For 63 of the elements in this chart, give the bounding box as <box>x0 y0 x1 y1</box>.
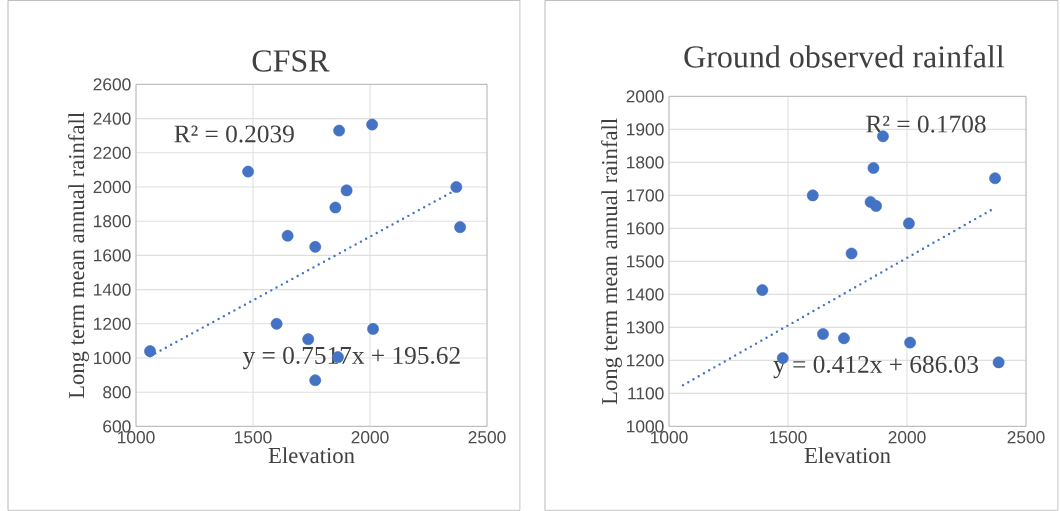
y-tick-label: 1000 <box>627 420 664 433</box>
point <box>450 181 463 193</box>
y-tick-label: 1500 <box>627 255 664 268</box>
x-tick-label: 2500 <box>1007 431 1045 444</box>
point <box>144 345 156 358</box>
y-axis-title: Long term mean annual rainfall <box>601 118 622 405</box>
x-tick-label: 1500 <box>770 431 807 444</box>
y-tick-label: 1800 <box>94 215 131 228</box>
y-tick-label: 1200 <box>627 354 664 367</box>
y-tick-label: 1200 <box>94 317 131 331</box>
y-tick-label: 1700 <box>627 189 664 202</box>
x-tick-label: 2500 <box>468 431 506 444</box>
y-tick-label: 1400 <box>94 283 131 296</box>
chart-title: CFSR <box>252 50 330 72</box>
point <box>333 124 345 137</box>
point <box>989 172 1001 185</box>
point <box>309 241 322 253</box>
y-tick-label: 1600 <box>94 249 131 262</box>
x-axis-title: Elevation <box>804 447 891 464</box>
x-tick-label: 1000 <box>118 431 155 444</box>
chart-title: Ground observed rainfall <box>684 44 1005 68</box>
point <box>329 201 342 214</box>
y-tick-label: 1800 <box>627 156 664 169</box>
y-tick-label: 1600 <box>627 222 664 235</box>
point <box>870 200 882 212</box>
x-tick-label: 2000 <box>888 431 926 444</box>
y-tick-label: 2000 <box>93 180 131 194</box>
y-tick-label: 1900 <box>627 123 664 136</box>
point <box>756 284 769 297</box>
y-tick-label: 2400 <box>93 112 131 125</box>
point <box>838 332 850 345</box>
y-tick-label: 1000 <box>94 351 131 365</box>
point <box>340 184 353 197</box>
point <box>302 333 315 346</box>
point <box>806 189 819 202</box>
point <box>367 323 379 335</box>
point <box>904 336 916 349</box>
y-axis-title: Long term mean annual rainfall <box>68 112 89 399</box>
point <box>992 356 1005 369</box>
point <box>817 328 829 340</box>
y-tick-label: 1100 <box>628 387 664 400</box>
point <box>309 374 322 387</box>
point <box>270 318 283 330</box>
y-tick-label: 2200 <box>93 146 131 160</box>
x-tick-label: 1000 <box>651 431 688 444</box>
y-tick-label: 800 <box>103 386 131 399</box>
point <box>281 229 294 242</box>
x-tick-label: 1500 <box>235 431 272 444</box>
x-axis-title: Elevation <box>268 447 355 464</box>
point <box>454 221 466 234</box>
point <box>242 165 254 178</box>
annotation: R² = 0.2039 <box>174 125 294 143</box>
point <box>366 118 378 131</box>
y-tick-label: 1300 <box>627 321 664 334</box>
point <box>867 162 880 174</box>
annotation: R² = 0.1708 <box>866 115 986 133</box>
y-tick-label: 600 <box>103 420 131 433</box>
point <box>845 247 858 260</box>
y-tick-label: 1400 <box>627 288 664 301</box>
y-tick-label: 2000 <box>626 90 664 103</box>
point <box>903 217 915 230</box>
x-tick-label: 2000 <box>351 431 389 444</box>
y-tick-label: 2600 <box>93 78 131 91</box>
